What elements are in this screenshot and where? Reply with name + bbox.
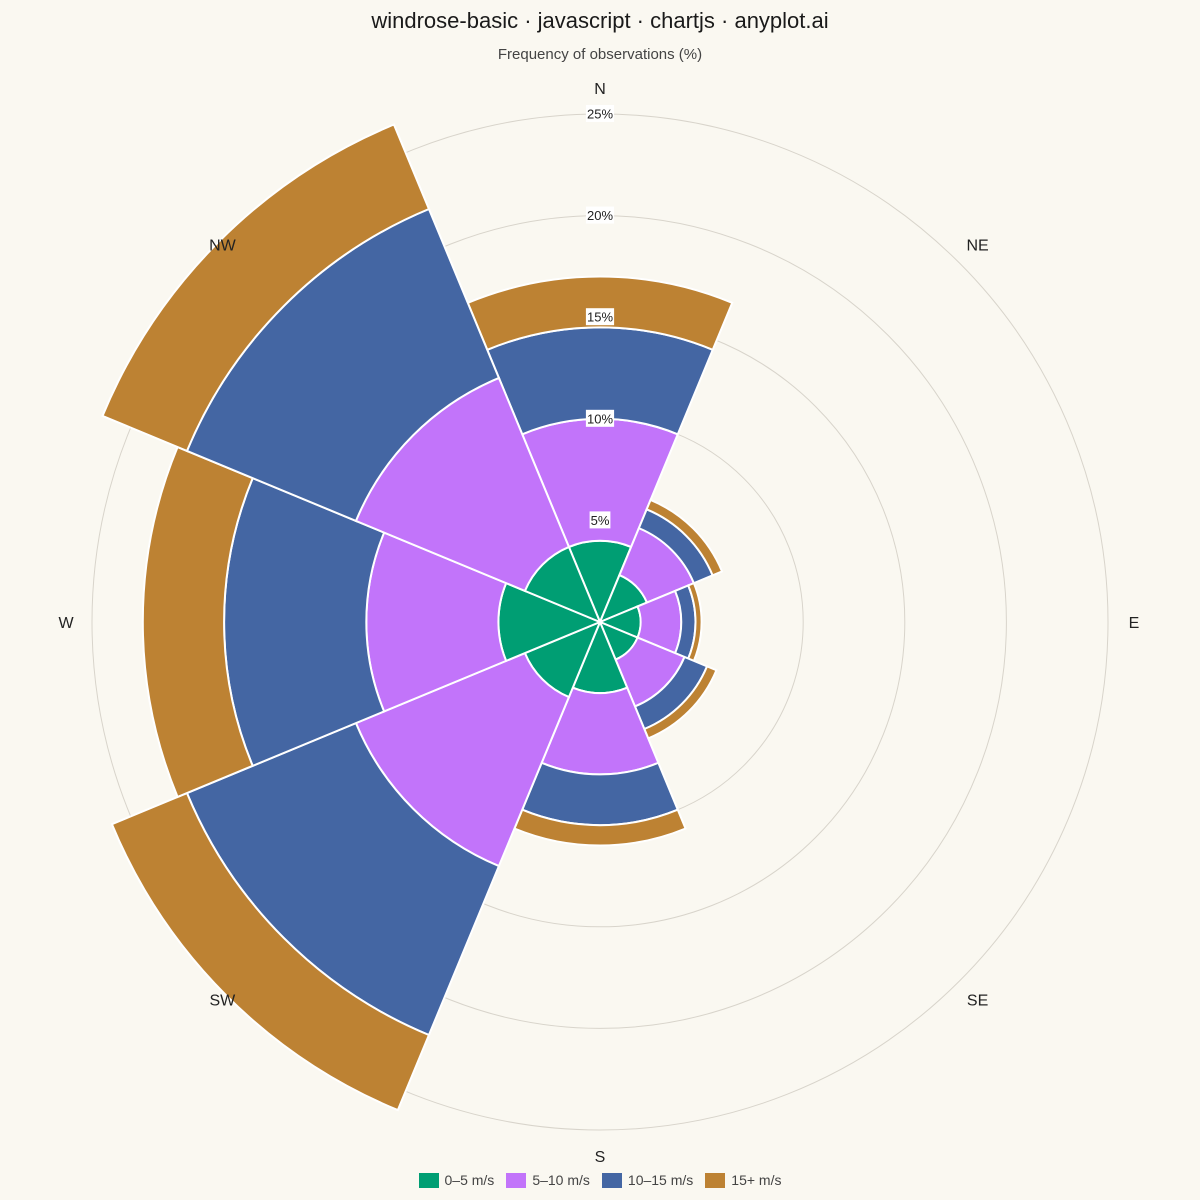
direction-label-nw: NW — [209, 237, 237, 254]
direction-label-n: N — [594, 81, 606, 98]
legend-swatch — [418, 1172, 439, 1188]
legend-label: 0–5 m/s — [444, 1172, 495, 1188]
direction-label-s: S — [595, 1149, 606, 1166]
legend-swatch — [506, 1172, 527, 1188]
direction-label-ne: NE — [966, 237, 988, 254]
chart-subtitle: Frequency of observations (%) — [497, 46, 703, 63]
legend-item[interactable]: 15+ m/s — [705, 1172, 781, 1188]
tick-label-bg — [585, 409, 615, 427]
legend: 0–5 m/s 5–10 m/s 10–15 m/s 15+ m/s — [0, 1172, 1200, 1188]
radial-tick-labels: 5% 10% 15% 20% 25% — [585, 105, 615, 529]
chart-title: windrose-basic · javascript · chartjs · … — [371, 8, 829, 33]
radial-tick-label: 20% — [587, 208, 613, 223]
tick-label-bg — [589, 511, 611, 529]
direction-labels: N NE E SE S SW W NW — [58, 81, 1139, 1166]
legend-swatch — [601, 1172, 622, 1188]
sector-ne-series-4 — [645, 498, 724, 577]
legend-item[interactable]: 5–10 m/s — [506, 1172, 590, 1188]
sector-sw-series-4 — [110, 791, 431, 1112]
radial-tick-label: 10% — [587, 411, 613, 426]
radial-tick-label: 15% — [587, 310, 613, 325]
tick-label-bg — [585, 206, 615, 224]
tick-label-bg — [585, 308, 615, 326]
legend-item[interactable]: 10–15 m/s — [601, 1172, 694, 1188]
legend-label: 5–10 m/s — [532, 1172, 590, 1188]
sector-nw-series-4 — [101, 123, 431, 453]
radial-tick-label: 5% — [591, 513, 610, 528]
direction-label-w: W — [58, 615, 74, 632]
radial-tick-label: 25% — [587, 107, 613, 122]
legend-item[interactable]: 0–5 m/s — [418, 1172, 495, 1188]
legend-swatch — [705, 1172, 726, 1188]
direction-label-se: SE — [967, 993, 988, 1010]
tick-label-bg — [585, 105, 615, 122]
wind-sectors — [101, 123, 734, 1112]
direction-label-e: E — [1129, 615, 1140, 632]
legend-label: 15+ m/s — [731, 1172, 782, 1188]
legend-label: 10–15 m/s — [627, 1172, 694, 1188]
direction-label-sw: SW — [210, 993, 237, 1010]
